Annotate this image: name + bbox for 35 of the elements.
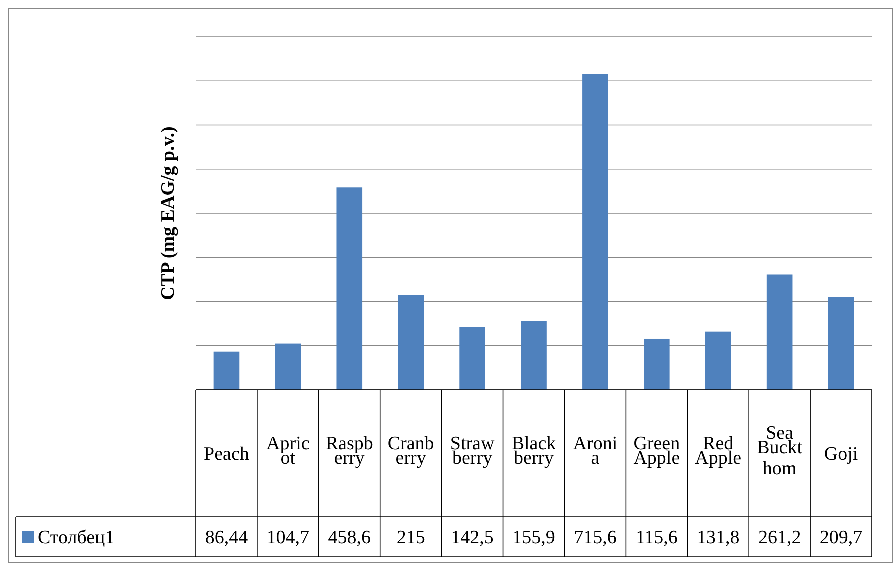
- bar: [275, 344, 302, 390]
- x-tick-label: Raspberry: [326, 434, 374, 469]
- legend-label: Столбец1: [38, 528, 115, 549]
- bar: [705, 332, 732, 390]
- data-label: 86,44: [205, 528, 249, 549]
- x-tick-label: Blackberry: [512, 434, 557, 469]
- x-tick-label: Goji: [824, 444, 858, 466]
- data-label: 261,2: [758, 528, 802, 549]
- data-label: 715,6: [574, 528, 617, 549]
- x-tick-label: Green Apple: [634, 434, 681, 469]
- bar: [766, 274, 793, 390]
- data-label: 215: [396, 528, 426, 549]
- data-label: 115,6: [636, 528, 678, 549]
- bar: [644, 338, 670, 390]
- data-label: 458,6: [328, 528, 372, 549]
- bar: [398, 295, 424, 390]
- x-tick-label: Peach: [204, 444, 250, 466]
- y-axis-title: CTP (mg EAG/g p.v.): [158, 126, 179, 300]
- bar: [582, 74, 608, 390]
- bar: [521, 321, 547, 390]
- x-tick-label: Red Apple: [695, 434, 742, 469]
- data-label: 155,9: [512, 528, 556, 549]
- data-label: 209,7: [820, 528, 863, 549]
- x-tick-label: Strawberry: [450, 434, 495, 469]
- data-label: 104,7: [266, 528, 310, 549]
- x-tick-label: Apricot: [266, 434, 310, 469]
- x-tick-label: Cranberry: [388, 434, 434, 469]
- bar: [460, 327, 486, 390]
- bar: [214, 352, 240, 390]
- x-tick-label: Aronia: [573, 434, 618, 469]
- x-tick-label: Sea Buckthom: [757, 423, 804, 480]
- bar: [336, 188, 363, 390]
- bar: [828, 297, 854, 390]
- data-label: 131,8: [696, 528, 740, 549]
- data-label: 142,5: [451, 528, 494, 549]
